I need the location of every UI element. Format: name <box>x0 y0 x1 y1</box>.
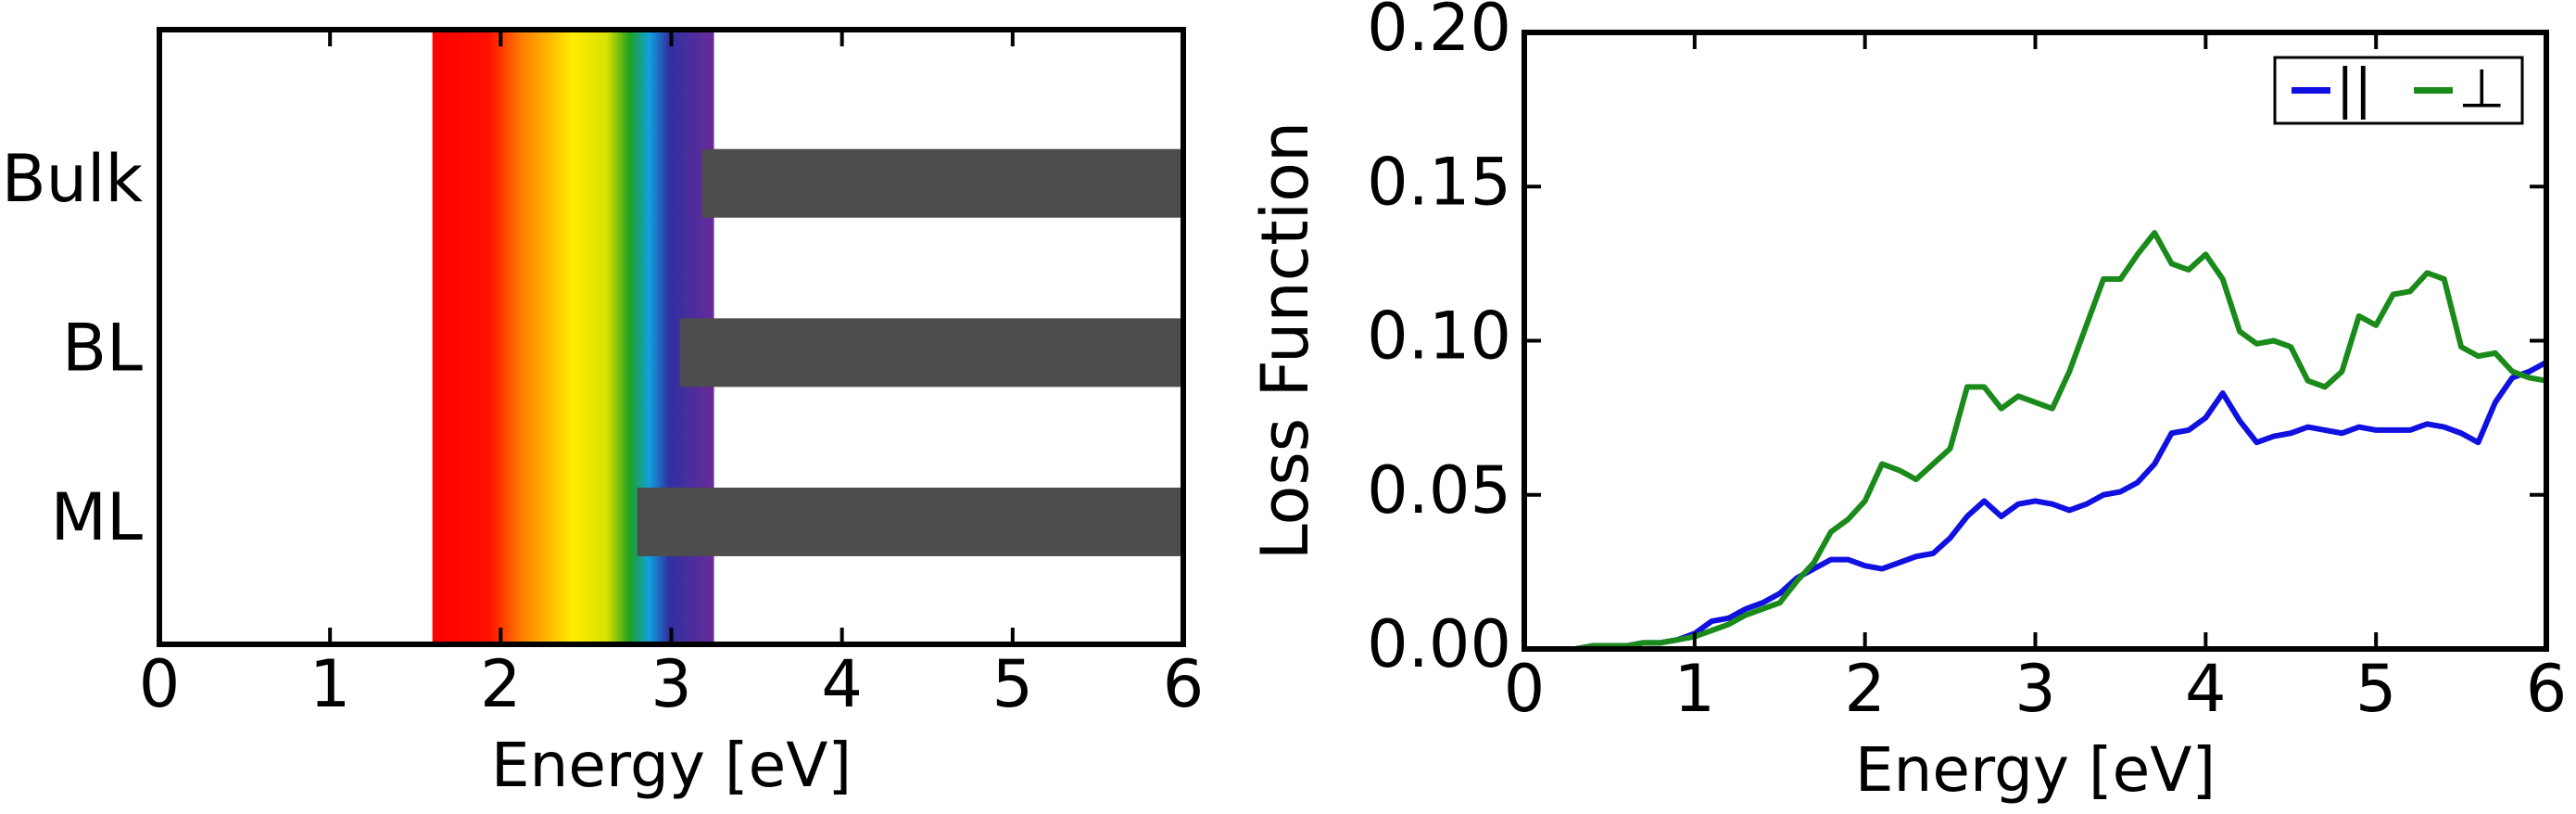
x-tick-label: 1 <box>309 646 351 722</box>
y-tick-label: ML <box>51 479 143 555</box>
plot-frame <box>1522 30 2549 652</box>
line-series <box>1524 230 2547 652</box>
legend-label: || <box>2336 57 2372 121</box>
x-tick-label: 2 <box>1844 651 1886 727</box>
x-tick-label: 3 <box>650 646 692 722</box>
y-tick-label: 0.15 <box>1367 144 1511 220</box>
legend-label: ⊥ <box>2458 57 2506 121</box>
x-tick-label: 5 <box>2355 651 2397 727</box>
x-tick-label: 4 <box>821 646 863 722</box>
y-tick-label: Bulk <box>2 141 144 217</box>
x-tick-label: 0 <box>139 646 181 722</box>
x-tick-label: 2 <box>480 646 522 722</box>
y-tick-label: 0.00 <box>1367 606 1511 682</box>
y-tick-label: BL <box>62 310 143 386</box>
bar <box>701 148 1183 218</box>
x-tick-label: 5 <box>992 646 1034 722</box>
y-tick-label: 0.05 <box>1367 452 1511 528</box>
x-tick-label: 4 <box>2185 651 2227 727</box>
x-tick-label: 0 <box>1504 651 1546 727</box>
y-tick-label: 0.20 <box>1367 0 1511 66</box>
x-axis-label: Energy [eV] <box>1855 734 2216 806</box>
x-tick-label: 1 <box>1674 651 1716 727</box>
bar <box>637 487 1183 556</box>
plot-frame <box>157 27 1186 647</box>
y-tick-label: 0.10 <box>1367 299 1511 375</box>
bar <box>679 318 1183 388</box>
x-tick-label: 3 <box>2014 651 2056 727</box>
x-tick-label: 6 <box>2526 651 2568 727</box>
x-tick-label: 6 <box>1163 646 1205 722</box>
y-axis-label: Loss Function <box>1247 121 1323 561</box>
x-axis-label: Energy [eV] <box>491 730 852 801</box>
